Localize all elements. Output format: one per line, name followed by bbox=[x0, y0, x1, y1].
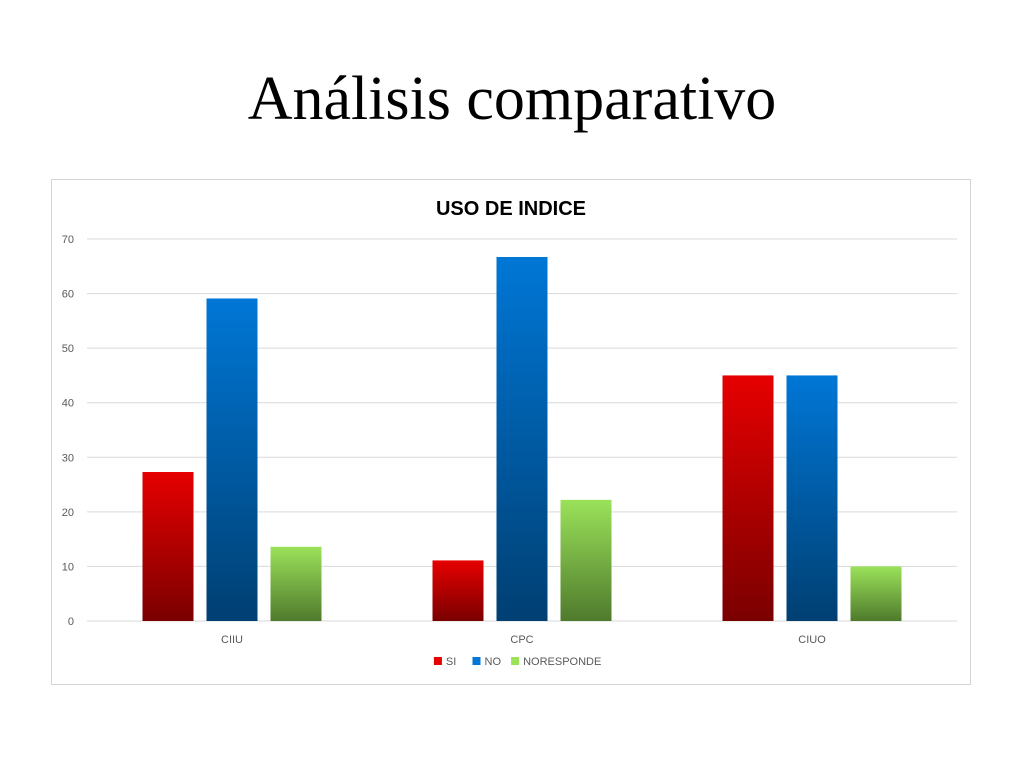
y-tick-label: 10 bbox=[62, 561, 74, 573]
bar-no-cpc bbox=[496, 257, 548, 621]
bar-noresponde-cpc bbox=[560, 499, 612, 621]
chart-frame: USO DE INDICE 0 10 20 30 40 50 60 70 CIIU CPC CIU… bbox=[51, 179, 971, 685]
legend-swatch-noresponde bbox=[511, 657, 520, 665]
chart-title: USO DE INDICE bbox=[436, 198, 586, 220]
legend-label-si: SI bbox=[446, 656, 456, 668]
bar-chart: USO DE INDICE 0 10 20 30 40 50 60 70 CIIU CPC CIU… bbox=[62, 198, 957, 668]
legend-label-noresponde: NORESPONDE bbox=[523, 656, 601, 668]
x-tick-label: CIIU bbox=[221, 634, 243, 646]
y-tick-label: 0 bbox=[68, 616, 74, 628]
bar-no-ciiu bbox=[206, 298, 258, 621]
bar-no-ciuo bbox=[786, 375, 838, 621]
legend-swatch-si bbox=[433, 657, 442, 665]
x-tick-label: CPC bbox=[510, 634, 533, 646]
y-tick-label: 60 bbox=[62, 289, 74, 301]
bar-si-ciiu bbox=[142, 472, 194, 621]
y-tick-label: 50 bbox=[62, 343, 74, 355]
bar-noresponde-ciuo bbox=[850, 566, 902, 621]
bar-si-cpc bbox=[432, 560, 484, 621]
y-tick-label: 20 bbox=[62, 507, 74, 519]
bar-noresponde-ciiu bbox=[270, 546, 322, 621]
x-tick-label: CIUO bbox=[798, 634, 826, 646]
y-tick-label: 30 bbox=[62, 452, 74, 464]
bar-si-ciuo bbox=[722, 375, 774, 621]
slide-title: Análisis comparativo bbox=[247, 65, 777, 133]
legend-swatch-no bbox=[472, 657, 481, 665]
legend-label-no: NO bbox=[485, 656, 502, 668]
y-tick-label: 70 bbox=[62, 234, 74, 246]
y-tick-label: 40 bbox=[62, 398, 74, 410]
